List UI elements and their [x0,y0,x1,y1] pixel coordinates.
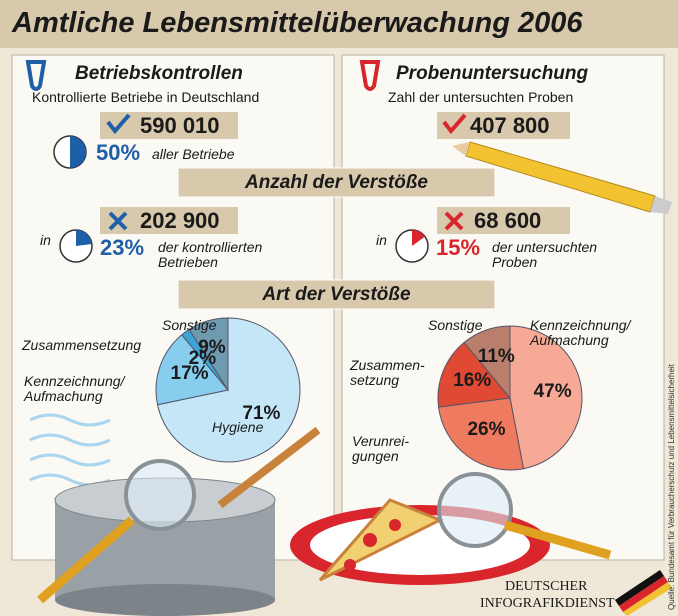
source: Quelle: Bundesamt für Verbraucherschutz … [668,364,676,610]
panel-title: Probenuntersuchung [396,64,588,84]
count: 407 800 [470,114,550,137]
count: 202 900 [140,209,220,232]
value-label: 26% [467,420,505,440]
category-label: Kennzeichnung/ Aufmachung [24,374,124,403]
count: 590 010 [140,114,220,137]
panel-subtitle: Kontrollierte Betriebe in Deutschland [32,90,259,105]
section-title: Anzahl der Verstöße [178,173,495,193]
category-label: Verunrei- gungen [352,434,409,463]
logo: DEUTSCHER [505,580,587,595]
share-label: 23% [100,236,144,259]
share-label: 15% [436,236,480,259]
infographic: Amtliche Lebensmittelüberwachung 2006 Be… [0,0,678,616]
count: 68 600 [474,209,541,232]
title: Amtliche Lebensmittelüberwachung 2006 [12,8,582,38]
category-label: Sonstige [428,318,482,333]
value-label: 11% [478,347,515,367]
prefix: in [40,233,51,248]
value-label: 16% [453,371,491,391]
flag [615,570,672,616]
category-label: Zusammen- setzung [350,358,425,387]
panel-title: Betriebskontrollen [75,64,243,84]
share-text: der untersuchten Proben [492,240,597,269]
share-text: aller Betriebe [152,147,235,162]
category-label: Kennzeichnung/ Aufmachung [530,318,630,347]
share-text: der kontrollierten Betrieben [158,240,262,269]
logo: INFOGRAFIKDIENST [480,597,615,612]
prefix: in [376,233,387,248]
section-title: Art der Verstöße [178,285,495,305]
panel-subtitle: Zahl der untersuchten Proben [388,90,573,105]
category-label: Hygiene [212,420,263,435]
category-label: Zusammensetzung [22,338,141,353]
category-label: Sonstige [162,318,216,333]
value-label: 9% [198,338,225,358]
value-label: 47% [534,382,572,402]
share-label: 50% [96,141,140,164]
